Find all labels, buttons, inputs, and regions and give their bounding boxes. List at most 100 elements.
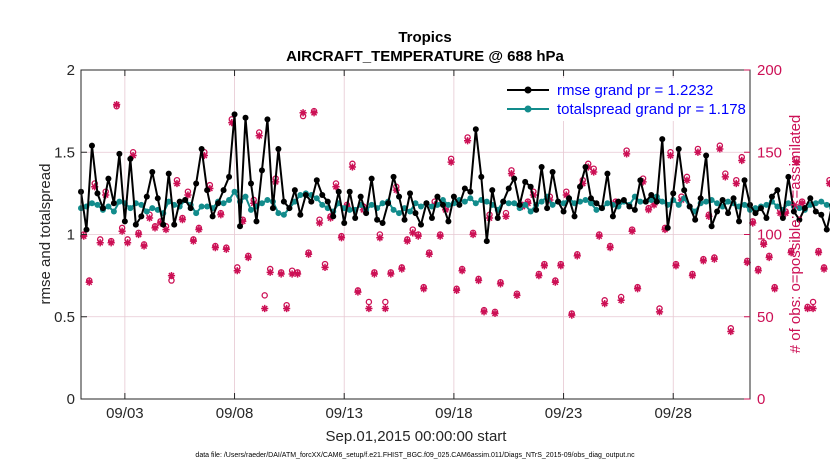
rmse-marker	[790, 208, 797, 215]
obs-assimilated-marker	[162, 225, 170, 234]
rmse-marker	[538, 164, 545, 171]
obs-assimilated-marker	[683, 176, 691, 184]
obs-assimilated-marker	[277, 270, 285, 278]
totalspread-marker	[812, 200, 819, 207]
obs-assimilated-marker	[354, 288, 362, 296]
rmse-marker	[193, 180, 200, 187]
rmse-marker	[774, 187, 781, 194]
obs-assimilated-marker	[606, 244, 614, 252]
obs-assimilated-marker	[639, 178, 647, 186]
obs-assimilated-marker	[655, 308, 664, 316]
rmse-marker	[231, 111, 238, 118]
totalspread-marker	[138, 201, 145, 208]
legend-box	[502, 78, 745, 121]
line-layer	[78, 111, 830, 245]
obs-assimilated-marker	[134, 230, 143, 239]
y-tick-label: 0	[67, 391, 75, 408]
totalspread-marker	[94, 201, 101, 208]
rmse-marker	[670, 190, 677, 197]
totalspread-marker	[522, 201, 529, 208]
obs-assimilated-marker	[579, 179, 587, 188]
totalspread-marker	[313, 195, 320, 202]
totalspread-marker	[659, 198, 666, 205]
rmse-marker	[725, 210, 732, 217]
totalspread-marker	[483, 198, 490, 205]
rmse-marker	[198, 145, 205, 152]
totalspread-marker	[505, 200, 512, 207]
totalspread-marker	[396, 210, 403, 217]
totalspread-marker	[774, 203, 781, 210]
rmse-marker	[456, 201, 463, 208]
rmse-marker	[286, 205, 293, 212]
rmse-line	[80, 113, 830, 243]
rmse-marker	[143, 193, 150, 200]
obs-assimilated-marker	[409, 229, 417, 237]
rmse-marker	[593, 200, 600, 207]
totalspread-marker	[511, 200, 518, 207]
obs-assimilated-marker	[633, 285, 642, 293]
obs-assimilated-marker	[524, 199, 532, 207]
rmse-marker	[253, 218, 260, 225]
obs-assimilated-marker	[447, 158, 455, 166]
rmse-marker	[165, 170, 172, 177]
obs-assimilated-marker	[672, 262, 680, 270]
rmse-marker	[116, 150, 123, 157]
rmse-marker	[478, 173, 485, 180]
obs-assimilated-marker	[814, 248, 823, 257]
rmse-marker	[319, 192, 326, 199]
rmse-marker	[598, 205, 605, 212]
rmse-marker	[719, 196, 726, 203]
rmse-marker	[401, 216, 408, 223]
rmse-marker	[714, 208, 721, 215]
totalspread-marker	[143, 208, 150, 215]
rmse-marker	[527, 183, 534, 190]
totalspread-marker	[417, 203, 424, 210]
rmse-marker	[127, 155, 134, 162]
tick-layer: 09/03 09/08 09/13 09/18 09/23 09/28 0 0 0.5 50 1 10…	[54, 62, 782, 422]
totalspread-marker	[105, 203, 112, 210]
rmse-marker	[308, 198, 315, 205]
totalspread-marker	[538, 198, 545, 205]
obs-assimilated-marker	[365, 304, 373, 313]
obs-assimilated-marker	[732, 179, 740, 188]
rmse-marker	[275, 145, 282, 152]
obs-assimilated-marker	[557, 262, 565, 270]
obs-assimilated-marker	[513, 291, 521, 299]
rmse-marker	[269, 205, 276, 212]
obs-assimilated-marker	[299, 109, 307, 117]
obs-assimilated-marker	[463, 137, 472, 145]
obs-assimilated-marker	[173, 179, 181, 188]
rmse-marker	[741, 177, 748, 184]
obs-assimilated-marker	[222, 245, 230, 253]
rmse-marker	[505, 185, 512, 192]
totalspread-marker	[785, 200, 792, 207]
rmse-marker	[417, 221, 424, 228]
obs-assimilated-marker	[798, 199, 806, 207]
rmse-marker	[494, 215, 501, 222]
obs-assimilated-marker	[217, 211, 225, 219]
rmse-marker	[330, 213, 337, 220]
rmse-marker	[407, 190, 414, 197]
rmse-marker	[757, 205, 764, 212]
rmse-marker	[692, 216, 699, 223]
obs-assimilated-marker	[228, 119, 236, 127]
rmse-marker	[83, 226, 90, 233]
obs-assimilated-marker	[803, 304, 812, 313]
obs-assimilated-marker	[244, 253, 252, 262]
totalspread-marker	[258, 200, 265, 207]
rmse-marker	[368, 175, 375, 182]
rmse-marker	[472, 126, 479, 133]
chart-subtitle: AIRCRAFT_TEMPERATURE @ 688 hPa	[286, 48, 564, 65]
rmse-marker	[489, 187, 496, 194]
y-tick-label-right: 0	[757, 391, 765, 408]
rmse-marker	[149, 168, 156, 175]
obs-assimilated-marker	[167, 272, 176, 280]
rmse-marker	[385, 200, 392, 207]
totalspread-marker	[467, 195, 474, 202]
obs-possible-marker	[382, 298, 389, 306]
totalspread-marker	[390, 206, 397, 213]
rmse-marker	[703, 152, 710, 159]
obs-assimilated-marker	[403, 237, 411, 245]
obs-assimilated-marker	[474, 276, 483, 285]
rmse-marker	[182, 196, 189, 203]
